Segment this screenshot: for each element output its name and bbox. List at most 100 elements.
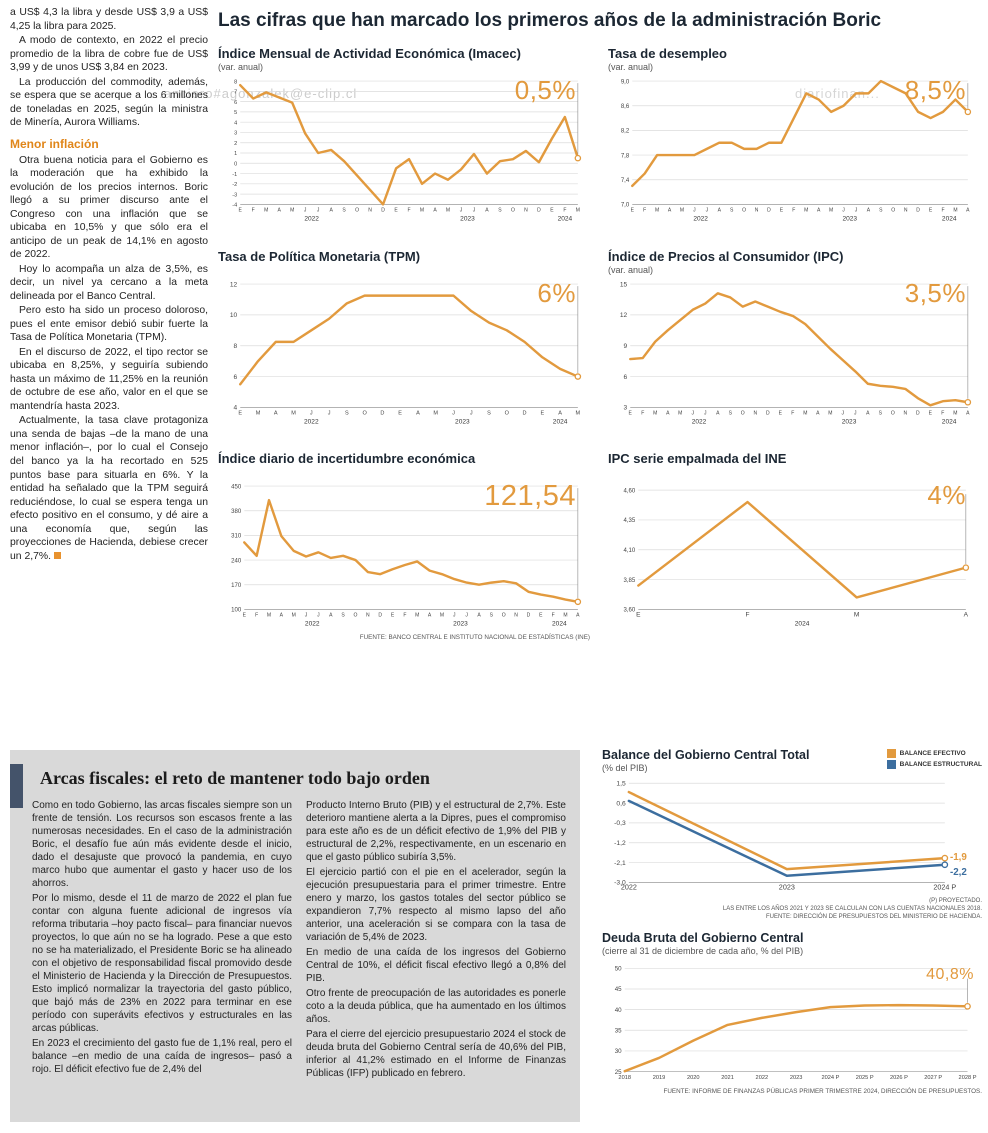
- svg-text:M: M: [678, 410, 682, 416]
- svg-text:E: E: [929, 207, 933, 213]
- svg-text:S: S: [341, 613, 345, 619]
- svg-text:0: 0: [234, 162, 237, 168]
- svg-text:M: M: [803, 410, 807, 416]
- chart-source: FUENTE: INFORME DE FINANZAS PÚBLICAS PRI…: [663, 1088, 982, 1096]
- svg-text:F: F: [745, 612, 749, 619]
- article-column: a US$ 4,3 la libra y desde US$ 3,9 a US$…: [10, 6, 208, 564]
- svg-text:-1,2: -1,2: [614, 840, 626, 847]
- svg-text:J: J: [304, 207, 307, 213]
- svg-text:E: E: [238, 410, 242, 416]
- svg-text:D: D: [537, 207, 541, 213]
- svg-text:N: N: [366, 613, 370, 619]
- svg-text:F: F: [563, 207, 566, 213]
- svg-text:6: 6: [624, 373, 628, 380]
- svg-text:M: M: [829, 207, 833, 213]
- svg-text:2024 P: 2024 P: [933, 883, 956, 892]
- svg-text:D: D: [380, 410, 384, 416]
- svg-text:A: A: [416, 410, 420, 416]
- paragraph: Otro frente de preocupación de las autor…: [306, 988, 566, 1025]
- svg-text:7,0: 7,0: [621, 203, 630, 209]
- svg-text:D: D: [916, 207, 920, 213]
- svg-text:30: 30: [615, 1048, 622, 1055]
- svg-text:9: 9: [624, 343, 628, 350]
- svg-text:4,35: 4,35: [624, 518, 636, 524]
- svg-text:3: 3: [624, 404, 628, 411]
- svg-text:E: E: [929, 410, 933, 416]
- svg-text:E: E: [780, 207, 784, 213]
- svg-text:M: M: [953, 410, 957, 416]
- svg-text:D: D: [523, 410, 527, 416]
- svg-text:3: 3: [234, 131, 237, 137]
- chart-callout: 40,8%: [926, 966, 974, 984]
- svg-text:A: A: [866, 410, 870, 416]
- svg-text:M: M: [953, 207, 957, 213]
- svg-text:2025 P: 2025 P: [856, 1075, 874, 1081]
- svg-text:J: J: [453, 613, 456, 619]
- svg-text:5: 5: [234, 110, 237, 116]
- chart-callout: 0,5%: [514, 75, 576, 105]
- svg-text:50: 50: [615, 966, 622, 973]
- paragraph: En el discurso de 2022, el tipo rector s…: [10, 346, 208, 412]
- svg-text:E: E: [629, 410, 633, 416]
- svg-text:15: 15: [620, 281, 628, 288]
- svg-text:N: N: [904, 207, 908, 213]
- svg-text:-1: -1: [232, 172, 237, 178]
- svg-text:F: F: [941, 207, 944, 213]
- paragraph: En 2023 el crecimiento del gasto fue de …: [32, 1038, 292, 1075]
- svg-text:-3,0: -3,0: [614, 880, 626, 887]
- svg-text:F: F: [791, 410, 794, 416]
- svg-text:310: 310: [231, 534, 242, 540]
- svg-text:N: N: [524, 207, 528, 213]
- svg-text:7,8: 7,8: [621, 153, 630, 159]
- chart-callout: 3,5%: [904, 277, 966, 308]
- svg-text:A: A: [666, 410, 670, 416]
- line-chart: 9,08,68,27,87,47,0E F M A M J J A S O N D E F M A M J J A S O…: [621, 79, 972, 223]
- paragraph: (P) PROYECTADO.: [929, 897, 982, 904]
- paragraph: La producción del commodity, además, se …: [10, 76, 208, 129]
- chart-subtitle: (cierre al 31 de diciembre de cada año, …: [602, 946, 804, 957]
- svg-text:N: N: [753, 410, 757, 416]
- svg-text:J: J: [317, 207, 320, 213]
- svg-text:1: 1: [234, 151, 237, 157]
- chart-subtitle: [218, 467, 590, 478]
- svg-text:A: A: [558, 410, 562, 416]
- svg-text:M: M: [256, 410, 261, 416]
- svg-text:A: A: [966, 207, 970, 213]
- chart-ipc: Índice de Precios al Consumidor (IPC) (v…: [608, 249, 980, 430]
- svg-text:240: 240: [231, 559, 242, 565]
- fiscal-charts-column: Balance del Gobierno Central Total (% de…: [602, 748, 982, 1095]
- svg-text:170: 170: [231, 583, 242, 589]
- fiscal-column-1: Como en todo Gobierno, las arcas fiscale…: [32, 799, 292, 1082]
- svg-text:J: J: [328, 410, 331, 416]
- svg-text:E: E: [239, 207, 243, 213]
- accent-bar: [10, 764, 23, 808]
- svg-text:2024: 2024: [553, 418, 568, 425]
- svg-text:E: E: [540, 410, 544, 416]
- paragraph: A modo de contexto, en 2022 el precio pr…: [10, 35, 208, 74]
- svg-text:E: E: [636, 612, 641, 619]
- svg-text:8,6: 8,6: [621, 104, 630, 110]
- svg-text:25: 25: [615, 1069, 622, 1076]
- svg-text:2022: 2022: [304, 216, 319, 223]
- svg-text:2018: 2018: [618, 1075, 631, 1081]
- svg-text:N: N: [755, 207, 759, 213]
- svg-text:J: J: [692, 410, 695, 416]
- svg-text:2023: 2023: [790, 1075, 803, 1081]
- chart-subtitle: (var. anual): [608, 264, 654, 275]
- svg-text:4,60: 4,60: [624, 489, 636, 495]
- svg-text:O: O: [505, 410, 510, 416]
- paragraph: Para el cierre del ejercicio presupuesta…: [306, 1029, 566, 1079]
- chart-subtitle: (var. anual): [218, 62, 264, 72]
- legend-item-estructural: BALANCE ESTRUCTURAL: [886, 760, 982, 769]
- svg-text:45: 45: [615, 986, 622, 993]
- svg-text:2023: 2023: [842, 418, 857, 425]
- svg-text:A: A: [964, 612, 969, 619]
- svg-text:M: M: [264, 207, 268, 213]
- fiscal-columns: Como en todo Gobierno, las arcas fiscale…: [10, 799, 580, 1082]
- paragraph: Como en todo Gobierno, las arcas fiscale…: [32, 800, 292, 889]
- svg-text:A: A: [576, 613, 580, 619]
- svg-text:J: J: [473, 207, 476, 213]
- svg-text:A: A: [668, 207, 672, 213]
- chart-imacec: Índice Mensual de Actividad Económica (I…: [218, 46, 590, 227]
- svg-text:E: E: [539, 613, 543, 619]
